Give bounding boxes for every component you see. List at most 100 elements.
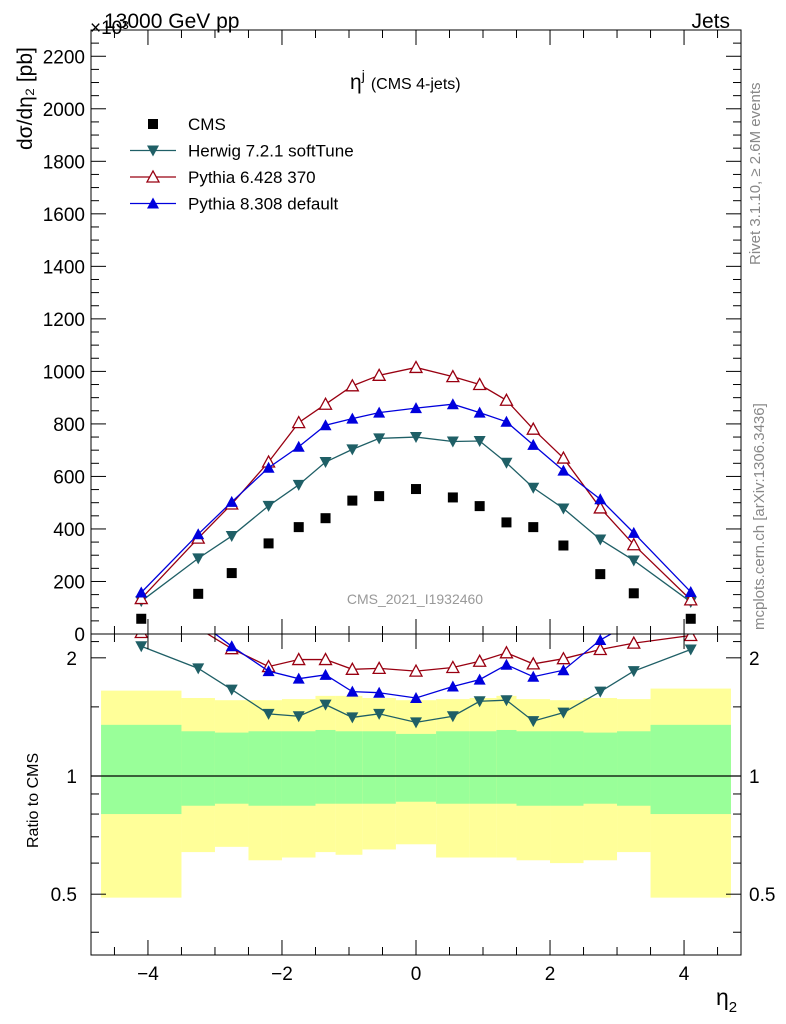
- axes: 0200400600800100012001400160018002000220…: [43, 29, 775, 985]
- data-point: [499, 392, 514, 406]
- ratio-point: [192, 663, 205, 675]
- band-inner-bin: [248, 731, 282, 806]
- ratio-point: [500, 658, 513, 670]
- data-point: [473, 435, 486, 447]
- ratio-tick-label-right: 0.5: [749, 885, 775, 906]
- band-inner-bin: [315, 729, 336, 804]
- band-inner-bin: [496, 729, 517, 804]
- y-tick-label: 1600: [43, 205, 85, 226]
- ratio-tick-label: 0.5: [51, 885, 77, 906]
- ratio-point: [408, 663, 424, 677]
- mcplots-label: mcplots.cern.ch [arXiv:1306.3436]: [751, 403, 768, 630]
- data-point: [192, 553, 205, 565]
- band-inner-bin: [281, 731, 316, 806]
- data-point: [474, 501, 485, 512]
- ratio-point: [594, 634, 607, 646]
- ratio-point: [557, 707, 570, 719]
- data-point: [319, 419, 332, 431]
- ratio-point: [594, 686, 607, 698]
- ratio-point: [626, 635, 641, 649]
- ratio-point: [345, 661, 360, 675]
- data-point: [410, 432, 422, 444]
- data-point: [683, 592, 698, 606]
- ratio-point: [527, 716, 540, 728]
- data-point: [626, 537, 641, 551]
- data-point: [374, 491, 385, 502]
- ratio-point: [319, 699, 332, 711]
- data-point: [528, 522, 539, 533]
- data-point: [628, 588, 639, 599]
- data-point: [595, 569, 606, 580]
- data-point: [318, 396, 333, 410]
- x-tick-label: −2: [271, 964, 293, 985]
- data-point: [293, 522, 304, 533]
- data-point: [445, 369, 460, 383]
- data-point: [684, 585, 697, 597]
- y-tick-label: 400: [53, 520, 85, 541]
- band-inner-bin: [362, 731, 396, 804]
- ratio-point: [135, 641, 148, 653]
- y-tick-label: 2000: [43, 100, 85, 121]
- ratio-point: [373, 686, 386, 698]
- data-point: [262, 461, 275, 473]
- data-point: [319, 456, 332, 468]
- data-point: [225, 531, 238, 543]
- ratio-point: [472, 653, 487, 667]
- y-tick-label: 1000: [43, 362, 85, 383]
- data-point: [472, 377, 487, 391]
- data-point: [291, 415, 306, 429]
- data-point: [135, 586, 148, 598]
- band-inner-bin: [469, 731, 497, 804]
- band-inner-bin: [214, 732, 249, 804]
- data-point: [410, 402, 422, 414]
- data-point: [594, 493, 607, 505]
- main-series: [134, 360, 698, 624]
- data-point: [320, 513, 331, 524]
- ratio-point: [446, 711, 459, 723]
- legend-label: CMS: [188, 115, 226, 134]
- ratio-y-axis-label: Ratio to CMS: [25, 753, 42, 848]
- ratio-point: [225, 640, 238, 652]
- data-point: [373, 406, 386, 418]
- ratio-point: [683, 634, 698, 642]
- legend-marker: [147, 145, 159, 157]
- band-inner-bin: [516, 731, 551, 806]
- x-tick-label: 0: [411, 964, 422, 985]
- ratio-point: [134, 634, 149, 639]
- ratio-point: [473, 696, 486, 708]
- band-inner-bin: [395, 733, 437, 802]
- x-tick-label: 2: [545, 964, 556, 985]
- y-tick-label: 1800: [43, 152, 85, 173]
- ratio-point: [262, 665, 275, 677]
- legend-marker: [145, 169, 161, 183]
- ratio-tick-label-right: 1: [749, 767, 760, 788]
- ratio-point: [627, 666, 640, 678]
- data-point: [225, 495, 238, 507]
- legend-entry: Pythia 6.428 370: [130, 168, 316, 187]
- y-tick-label: 0: [74, 625, 85, 646]
- ratio-point: [500, 695, 513, 707]
- data-point: [556, 450, 571, 464]
- data-point: [447, 492, 458, 503]
- energy-label: 13000 GeV pp: [104, 10, 239, 33]
- ratio-point: [225, 684, 238, 696]
- x-axis-label: η2: [716, 984, 737, 1016]
- data-point: [346, 412, 359, 424]
- data-point: [134, 591, 149, 605]
- ratio-tick-label: 2: [66, 649, 77, 670]
- x-tick-label: −4: [137, 964, 159, 985]
- legend-entry: CMS: [148, 115, 226, 134]
- y-tick-label: 600: [53, 467, 85, 488]
- y-tick-label: 2200: [43, 47, 85, 68]
- plot-title: ηj(CMS 4-jets): [350, 67, 461, 94]
- data-point: [526, 421, 541, 435]
- legend-entry: Pythia 8.308 default: [130, 195, 339, 214]
- rivet-label: Rivet 3.1.10, ≥ 2.6M events: [747, 83, 764, 266]
- data-point: [446, 436, 459, 448]
- data-point: [411, 484, 421, 495]
- band-inner-bin: [650, 724, 731, 815]
- ratio-point: [593, 642, 608, 656]
- ratio-point: [410, 692, 422, 704]
- legend: CMS Herwig 7.2.1 softTune Pythia 6.428 370…: [130, 115, 354, 214]
